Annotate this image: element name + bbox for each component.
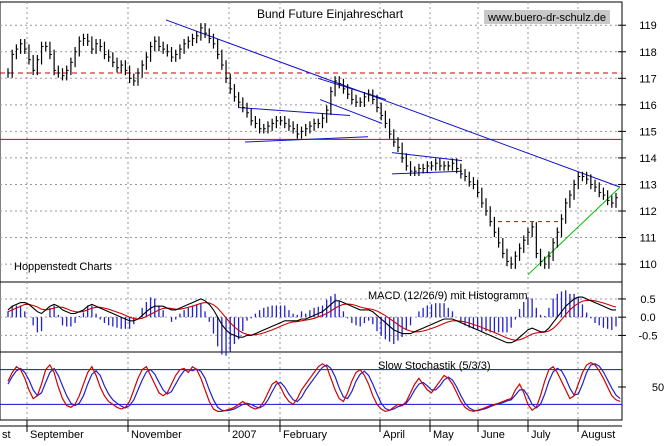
y-tick-label: 112	[639, 206, 657, 218]
y-tick-label: 114	[639, 153, 657, 165]
y-tick-label: 113	[639, 179, 657, 191]
macd-panel	[7, 290, 617, 356]
macd-tick-label: 0.5	[640, 294, 655, 306]
y-tick-label: 119	[639, 20, 657, 32]
uptrend-line	[527, 186, 621, 276]
x-tick-label: August	[581, 429, 615, 441]
stoch-tick-label: 50	[652, 382, 664, 394]
y-tick-label: 111	[640, 233, 657, 245]
stochastic-panel	[0, 361, 622, 413]
x-tick-label: June	[481, 429, 505, 441]
y-tick-label: 115	[639, 126, 657, 138]
channel-line	[317, 77, 387, 101]
x-tick-label: February	[283, 429, 328, 441]
y-tick-label: 110	[639, 259, 657, 271]
stoch-d-line	[7, 363, 621, 412]
channel-line	[391, 152, 463, 162]
stoch-k-line	[7, 361, 621, 413]
macd-signal-line	[7, 299, 617, 341]
y-tick-label: 118	[639, 47, 657, 59]
price-panel-frame	[0, 1, 623, 283]
x-tick-label: September	[30, 429, 84, 441]
channel-line	[237, 107, 351, 116]
source-label: www.buero-dr-schulz.de	[487, 12, 606, 24]
macd-tick-label: 0.0	[640, 312, 655, 324]
axis-ticks: st September November 2007 February April May J…	[2, 20, 664, 441]
y-tick-label: 116	[639, 100, 657, 112]
x-tick-label: November	[131, 429, 182, 441]
gridlines	[0, 2, 622, 420]
x-tick-label: July	[531, 429, 551, 441]
x-tick-label: May	[433, 429, 454, 441]
stochastic-panel-frame	[0, 351, 623, 421]
macd-panel-label: MACD (12/26/9) mit Histogramm	[368, 290, 528, 302]
downtrend-line	[165, 19, 621, 188]
chart-title: Bund Future Einjahreschart	[257, 7, 404, 21]
macd-tick-label: -0.5	[639, 330, 658, 342]
hoppenstedt-label: Hoppenstedt Charts	[14, 261, 112, 273]
stochastic-panel-label: Slow Stochastik (5/3/3)	[378, 360, 491, 372]
channel-line	[244, 136, 369, 143]
macd-line	[7, 296, 616, 344]
x-tick-label: st	[2, 429, 11, 441]
x-tick-label: April	[383, 429, 405, 441]
source-label-bg	[484, 10, 610, 24]
x-tick-label: 2007	[232, 429, 256, 441]
price-series	[0, 19, 622, 276]
y-tick-label: 117	[639, 73, 657, 85]
